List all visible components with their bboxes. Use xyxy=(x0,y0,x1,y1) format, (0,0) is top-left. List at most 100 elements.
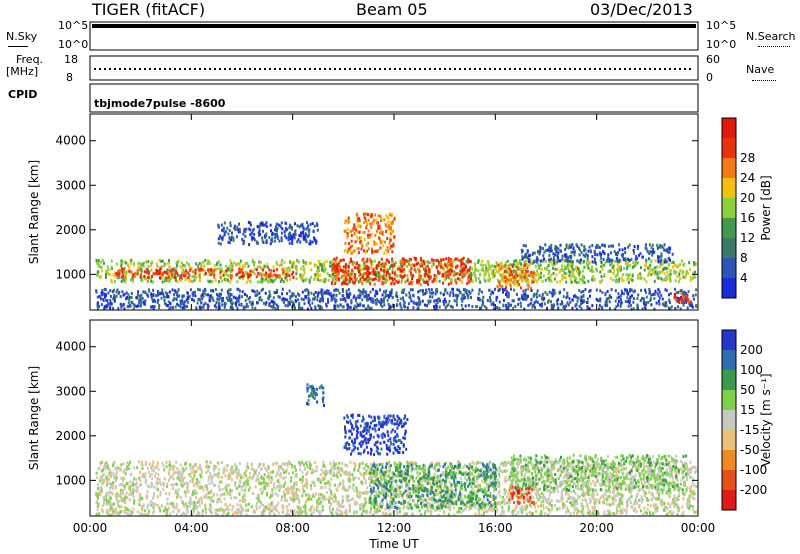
heat-cell xyxy=(283,498,286,502)
heat-cell xyxy=(152,460,155,464)
heat-cell xyxy=(629,287,632,291)
heat-cell xyxy=(647,257,650,261)
heat-cell xyxy=(523,292,526,296)
heat-cell xyxy=(379,215,382,218)
heat-cell xyxy=(151,261,154,265)
freq-dot xyxy=(364,68,366,70)
heat-cell xyxy=(127,293,130,297)
heat-cell xyxy=(210,289,213,293)
y-tick-label: 3000 xyxy=(55,178,86,192)
heat-cell xyxy=(577,281,580,284)
heat-cell xyxy=(666,266,669,270)
heat-cell xyxy=(372,300,375,304)
heat-cell xyxy=(260,274,263,278)
heat-cell xyxy=(522,256,525,260)
heat-cell xyxy=(621,291,624,295)
heat-cell xyxy=(337,277,340,281)
heat-cell xyxy=(363,221,366,224)
heat-cell xyxy=(673,296,676,300)
heat-cell xyxy=(285,226,287,230)
heat-cell xyxy=(402,270,405,273)
heat-cell xyxy=(672,265,674,269)
freq-dot xyxy=(244,68,246,70)
heat-cell xyxy=(482,263,485,267)
heat-cell xyxy=(601,243,604,247)
heat-cell xyxy=(499,462,502,466)
heat-cell xyxy=(673,294,676,298)
heat-cell xyxy=(243,305,246,309)
heat-cell xyxy=(133,499,136,503)
heat-cell xyxy=(293,304,296,308)
heat-cell xyxy=(695,262,697,266)
heat-cell xyxy=(347,220,350,224)
heat-cell xyxy=(228,237,231,241)
heat-cell xyxy=(348,305,351,309)
heat-cell xyxy=(437,297,440,301)
heat-cell xyxy=(468,268,471,272)
heat-cell xyxy=(502,272,505,276)
freq-dot xyxy=(294,68,296,70)
heat-cell xyxy=(395,508,398,512)
heat-cell xyxy=(541,295,544,299)
heat-cell xyxy=(101,293,103,297)
heat-cell xyxy=(366,213,369,217)
heat-cell xyxy=(200,262,203,266)
heat-cell xyxy=(421,262,424,266)
heat-cell xyxy=(197,264,200,268)
heat-cell xyxy=(351,244,354,248)
heat-cell xyxy=(302,231,304,234)
heat-cell xyxy=(511,299,514,303)
heat-cell xyxy=(469,260,472,264)
heat-cell xyxy=(266,263,269,267)
heat-cell xyxy=(347,269,350,273)
heat-cell xyxy=(630,288,633,292)
heat-cell xyxy=(103,293,106,297)
heat-cell xyxy=(351,280,354,284)
freq-dot xyxy=(249,68,251,70)
heat-cell xyxy=(246,272,249,276)
heat-cell xyxy=(574,279,577,283)
heat-cell xyxy=(580,307,583,311)
heat-cell xyxy=(240,268,243,272)
heat-cell xyxy=(618,258,621,262)
heat-cell xyxy=(344,263,347,267)
heat-cell xyxy=(385,267,388,271)
heat-cell xyxy=(488,461,491,465)
heat-cell xyxy=(144,299,147,303)
freq-dot xyxy=(544,68,546,70)
heat-cell xyxy=(528,302,531,306)
heat-cell xyxy=(688,261,691,265)
heat-cell xyxy=(668,306,670,310)
heat-cell xyxy=(659,244,662,247)
heat-cell xyxy=(500,279,503,283)
heat-cell xyxy=(687,290,690,294)
cpid-frame xyxy=(89,83,699,113)
heat-cell xyxy=(381,265,384,269)
heat-cell xyxy=(600,260,603,264)
heat-cell xyxy=(312,229,315,233)
heat-cell xyxy=(308,303,311,307)
heat-cell xyxy=(99,297,102,301)
heat-cell xyxy=(196,287,199,291)
heat-cell xyxy=(209,471,212,475)
heat-cell xyxy=(488,265,491,269)
heat-cell xyxy=(449,272,452,276)
heat-cell xyxy=(663,260,666,264)
heat-cell xyxy=(438,271,441,275)
heat-cell xyxy=(306,463,308,467)
heat-cell xyxy=(637,244,639,248)
heat-cell xyxy=(289,261,292,265)
heat-cell xyxy=(238,227,241,231)
heat-cell xyxy=(236,287,239,291)
heat-cell xyxy=(533,272,536,275)
heat-cell xyxy=(611,262,614,266)
heat-cell xyxy=(443,471,446,475)
heat-cell xyxy=(177,259,180,263)
heat-cell xyxy=(163,264,166,268)
heat-cell xyxy=(326,272,329,276)
heat-cell xyxy=(193,278,196,282)
heat-cell xyxy=(597,510,600,514)
heat-cell xyxy=(502,303,505,307)
heat-cell xyxy=(529,261,532,265)
heat-cell xyxy=(382,300,385,303)
